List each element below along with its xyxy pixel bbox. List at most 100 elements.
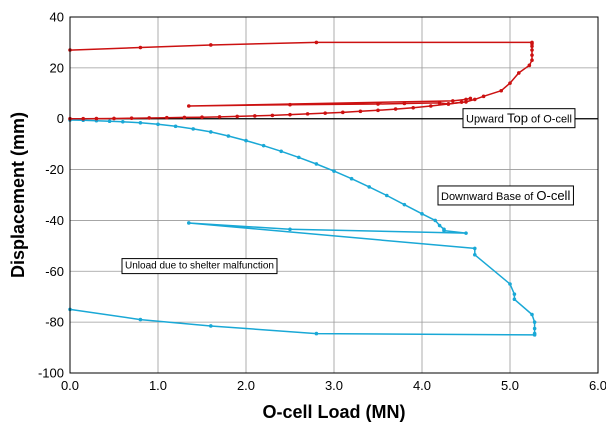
y-tick-label: -60: [45, 264, 64, 279]
upward-top-unload-series-point: [376, 102, 380, 106]
downward-base-series-point: [226, 134, 231, 138]
upward-top-series-point: [464, 100, 468, 104]
upward-top-series-point: [481, 94, 486, 99]
downward-base-series-point: [464, 231, 468, 235]
downward-base-series-point: [209, 324, 213, 328]
upward-top-series-point: [305, 112, 310, 116]
upward-top-unload-series-point: [464, 97, 468, 102]
upward-top-series-point: [530, 58, 534, 63]
annotation-upward-top-label: Upward Top of O-cell: [466, 111, 572, 126]
y-tick-label: -80: [45, 315, 64, 330]
annotation-downward-base-part-a: Downward Base of: [441, 191, 536, 203]
downward-base-series-point: [138, 317, 143, 322]
upward-top-series-point: [235, 114, 239, 119]
upward-top-series-point: [393, 107, 398, 111]
upward-top-series-point: [94, 116, 99, 121]
x-tick-label: 2.0: [237, 378, 255, 393]
upward-top-unload-series-point: [468, 96, 473, 101]
upward-top-series-point: [411, 105, 416, 110]
downward-base-series-point: [367, 185, 372, 189]
upward-top-series-point: [165, 115, 169, 120]
upward-top-unload-series-point: [402, 101, 407, 106]
downward-base-series-point: [473, 246, 477, 251]
annotation-upward-top: Upward Top of O-cell: [462, 108, 576, 129]
x-tick-label: 3.0: [325, 378, 343, 393]
upward-top-unload-series-point: [446, 102, 451, 106]
downward-base-series-point: [532, 333, 537, 337]
x-tick-label: 5.0: [501, 378, 519, 393]
annotation-downward-base-box: [437, 185, 574, 206]
upward-top-series-point: [530, 48, 534, 52]
y-tick-label: -20: [45, 162, 64, 177]
downward-base-series-point: [442, 228, 446, 233]
downward-base-series-point: [261, 143, 266, 148]
downward-base-series-point: [314, 162, 319, 166]
series-layer: [68, 40, 537, 337]
downward-base-series-point: [332, 169, 336, 173]
upward-top-series-point: [527, 63, 532, 68]
annotation-unload-box: [121, 258, 278, 275]
downward-base-series-point: [385, 193, 389, 198]
downward-base-series-line: [69, 119, 536, 336]
y-tick-label: 0: [57, 111, 64, 126]
downward-base-series-point: [191, 127, 195, 131]
y-axis-title: Displacement (mm): [8, 112, 28, 278]
downward-base-series-point: [532, 326, 537, 331]
upward-top-series-point: [517, 71, 521, 75]
annotation-upward-top-box: [462, 108, 576, 129]
x-tick-label: 4.0: [413, 378, 431, 393]
plot-frame: [69, 16, 599, 374]
upward-top-series-point: [129, 116, 134, 121]
upward-top-series-point: [508, 81, 512, 85]
x-tick-label: 6.0: [589, 378, 606, 393]
upward-top-series-point: [270, 113, 275, 118]
upward-top-series-point: [81, 116, 85, 121]
upward-top-series-point: [358, 109, 363, 114]
downward-base-series-point: [512, 292, 517, 296]
downward-base-series-point: [107, 119, 112, 124]
downward-base-series-point: [244, 138, 248, 143]
downward-base-series-point: [402, 202, 407, 207]
y-tick-label: 20: [50, 60, 64, 75]
upward-top-series-point: [376, 108, 380, 113]
downward-base-series-point: [121, 119, 125, 124]
downward-base-series-point: [314, 331, 319, 336]
upward-top-series-point: [314, 40, 319, 45]
upward-top-series-point: [288, 112, 292, 117]
upward-top-series-point: [200, 115, 204, 119]
annotation-unload: Unload due to shelter malfunction: [121, 258, 278, 275]
x-tick-label: 1.0: [149, 378, 167, 393]
upward-top-unload-series-point: [451, 99, 455, 103]
downward-base-series-point: [532, 320, 537, 324]
upward-top-series-point: [530, 53, 534, 57]
upward-top-series-point: [341, 110, 345, 115]
downward-base-series-point: [349, 176, 354, 181]
upward-top-series-point: [182, 115, 187, 120]
upward-top-series-point: [530, 44, 534, 49]
tick-labels: 0.0 1.0 2.0 3.0 4.0 5.0 6.0 -100 -80 -60 -40 -20 0 20…: [38, 10, 606, 394]
annotation-upward-top-part-c: of O-cell: [528, 114, 572, 126]
upward-top-series-point: [217, 115, 222, 119]
upward-top-unload-series-point: [187, 104, 191, 108]
upward-top-series-point: [112, 116, 116, 121]
upward-top-series-point: [209, 43, 213, 47]
annotation-downward-base-label: Downward Base of O-cell: [441, 188, 570, 203]
annotation-upward-top-part-a: Upward: [466, 114, 507, 126]
downward-base-series-point: [420, 212, 424, 216]
upward-top-unload-series-point: [288, 102, 292, 107]
upward-top-series-point: [429, 104, 433, 108]
x-tick-label: 0.0: [61, 378, 79, 393]
upward-top-series-point: [138, 45, 143, 50]
upward-top-series-point: [323, 111, 328, 115]
downward-base-series-point: [297, 155, 301, 160]
annotation-downward-base-part-b: O-cell: [536, 188, 570, 203]
downward-base-series-point: [433, 218, 438, 223]
downward-base-series-point: [187, 221, 191, 225]
downward-base-series-point: [512, 297, 517, 302]
upward-top-series-point: [147, 116, 151, 120]
downward-base-series-point: [173, 124, 178, 129]
upward-top-series-line: [69, 41, 533, 120]
downward-base-series-point: [279, 149, 284, 154]
x-axis-title: O-cell Load (MN): [263, 402, 406, 422]
